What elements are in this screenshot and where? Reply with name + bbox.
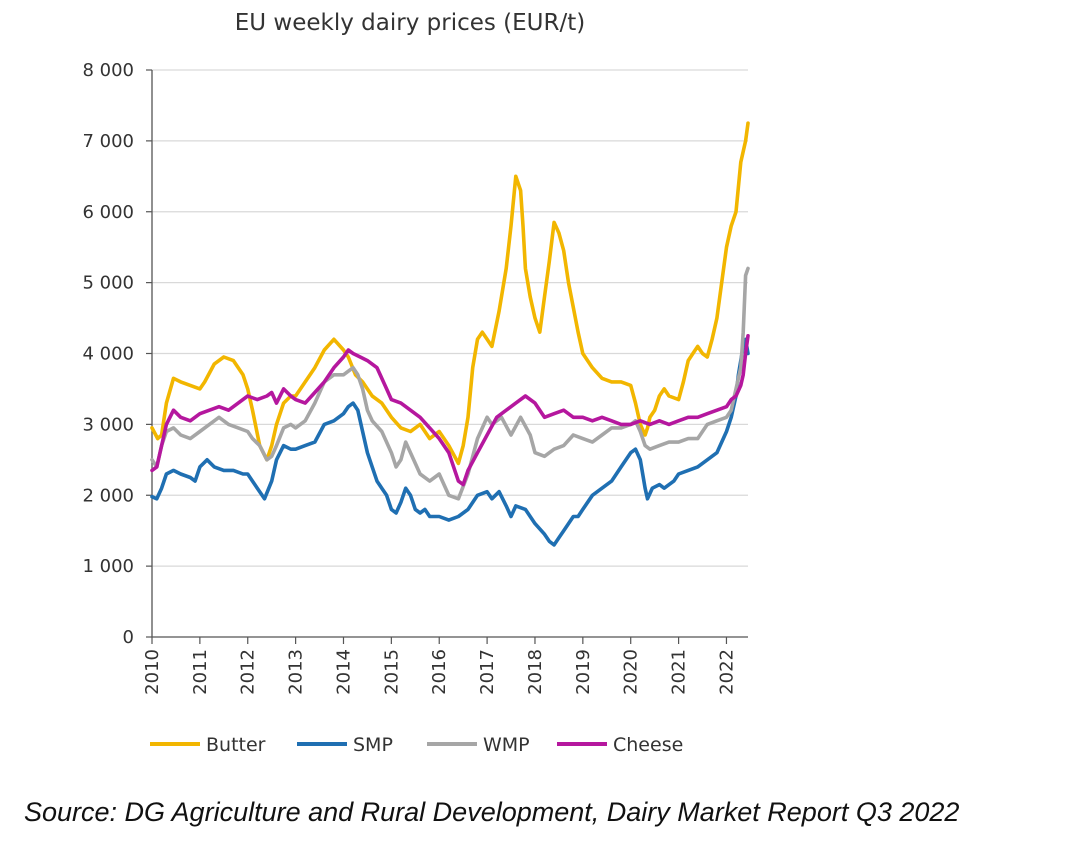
x-tick-label: 2014 xyxy=(333,649,354,695)
x-tick-label: 2011 xyxy=(190,649,211,695)
x-tick-label: 2012 xyxy=(238,649,259,695)
y-tick-label: 4 000 xyxy=(82,344,134,365)
x-tick-label: 2016 xyxy=(429,649,450,695)
chart-title: EU weekly dairy prices (EUR/t) xyxy=(235,10,585,36)
y-tick-label: 8 000 xyxy=(82,60,134,81)
legend: Butter SMP WMP Cheese xyxy=(150,734,683,756)
series-line-smp xyxy=(150,337,750,547)
y-tick-label: 6 000 xyxy=(82,202,134,223)
legend-label-butter: Butter xyxy=(206,734,266,756)
y-tick-label: 7 000 xyxy=(82,131,134,152)
legend-label-cheese: Cheese xyxy=(613,734,683,756)
y-tick-label: 0 xyxy=(123,627,134,648)
x-tick-label: 2021 xyxy=(669,649,690,695)
y-tick-label: 3 000 xyxy=(82,414,134,435)
y-tick-label: 1 000 xyxy=(82,556,134,577)
series-lines xyxy=(150,121,750,547)
x-tick-label: 2020 xyxy=(621,649,642,695)
y-tick-label: 5 000 xyxy=(82,273,134,294)
x-tick-label: 2017 xyxy=(477,649,498,695)
gridlines xyxy=(152,69,748,567)
series-line-wmp xyxy=(150,266,750,501)
x-tick-label: 2010 xyxy=(142,649,163,695)
source-note: Source: DG Agriculture and Rural Develop… xyxy=(24,797,960,827)
x-tick-label: 2015 xyxy=(381,649,402,695)
legend-label-smp: SMP xyxy=(353,734,393,756)
x-axis: 2010 2011 2012 2013 2014 2015 2016 2017 2018 2019… xyxy=(142,636,748,695)
y-tick-label: 2 000 xyxy=(82,485,134,506)
y-axis: 0 1 000 2 000 3 000 4 000 5 000 6 000 7 000 8 00… xyxy=(82,60,153,648)
x-tick-label: 2013 xyxy=(286,649,307,695)
series-line-butter xyxy=(150,121,750,466)
x-tick-label: 2018 xyxy=(525,649,546,695)
series-line-cheese xyxy=(150,333,750,487)
chart: EU weekly dairy prices (EUR/t) 0 1 000 2 0… xyxy=(82,10,750,756)
x-tick-label: 2019 xyxy=(573,649,594,695)
legend-label-wmp: WMP xyxy=(483,734,530,756)
x-tick-label: 2022 xyxy=(716,649,737,695)
